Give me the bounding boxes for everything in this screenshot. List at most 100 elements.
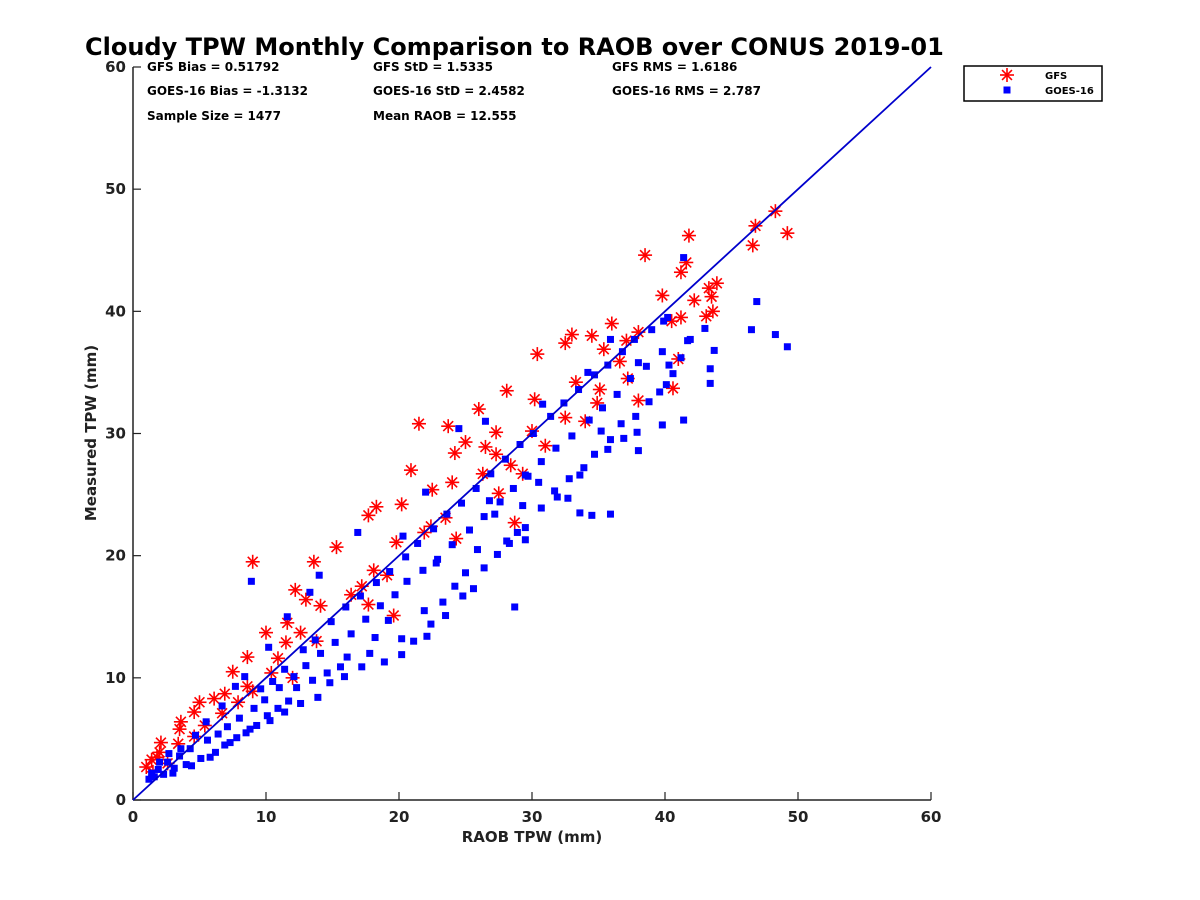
stat-goes-std: GOES-16 StD = 2.4582 (373, 84, 525, 98)
goes-16-point (160, 770, 168, 778)
gfs-point (596, 342, 611, 357)
goes-16-point (576, 509, 584, 517)
goes-16-point (680, 254, 688, 262)
goes-16-point (177, 745, 185, 753)
goes-16-point (323, 669, 331, 677)
gfs-point (270, 651, 285, 666)
goes-16-point (188, 762, 196, 770)
gfs-point (748, 218, 763, 233)
legend-box (963, 65, 1103, 102)
gfs-point (558, 410, 573, 425)
series-goes-16 (145, 254, 791, 783)
gfs-point (699, 309, 714, 324)
y-tick-label: 40 (105, 302, 126, 320)
goes-16-point (283, 613, 291, 621)
y-tick-label: 60 (105, 58, 126, 76)
one-to-one-line (132, 66, 932, 801)
goes-16-point (221, 741, 229, 749)
goes-16-point (156, 758, 164, 766)
gfs-point (655, 288, 670, 303)
goes-16-point (165, 750, 173, 758)
gfs-point (293, 625, 308, 640)
gfs-point (298, 592, 313, 607)
goes-16-point (247, 577, 255, 585)
goes-16-point (398, 635, 406, 643)
goes-16-point (451, 582, 459, 590)
goes-16-point (680, 416, 688, 424)
goes-16-point (170, 764, 178, 772)
goes-16-point (753, 298, 761, 306)
goes-16-point (386, 568, 394, 576)
gfs-point (217, 686, 232, 701)
chart-title: Cloudy TPW Monthly Comparison to RAOB ov… (85, 33, 944, 61)
goes-16-point (285, 697, 293, 705)
y-tick-label: 20 (105, 547, 126, 565)
goes-16-point (197, 754, 205, 762)
goes-16-point (290, 673, 298, 681)
goes-16-point (314, 693, 322, 701)
goes-16-point (275, 684, 283, 692)
goes-16-point (493, 550, 501, 558)
x-tick-label: 40 (655, 808, 676, 826)
goes-16-point (403, 577, 411, 585)
gfs-point (499, 383, 514, 398)
gfs-point (709, 276, 724, 291)
goes-16-point (439, 598, 447, 606)
goes-16-point (620, 434, 628, 442)
goes-16-point (432, 559, 440, 567)
gfs-point (780, 226, 795, 241)
goes-16-point (246, 725, 254, 733)
gfs-point (478, 439, 493, 454)
legend-goes-label: GOES-16 (1045, 86, 1094, 97)
gfs-point (313, 598, 328, 613)
stats-block: GFS Bias = 0.51792 GFS StD = 1.5335 GFS … (147, 60, 761, 123)
gfs-point (361, 508, 376, 523)
goes-16-point (656, 388, 664, 396)
goes-16-point (192, 731, 200, 739)
goes-16-point (524, 472, 532, 480)
goes-16-point (665, 361, 673, 369)
goes-16-point (427, 620, 435, 628)
goes-16-point (485, 497, 493, 505)
goes-16-point (372, 579, 380, 587)
goes-16-point (606, 510, 614, 518)
goes-16-point (331, 638, 339, 646)
goes-16-point (410, 637, 418, 645)
gfs-point (458, 435, 473, 450)
y-tick-label: 50 (105, 180, 126, 198)
goes-16-point (343, 653, 351, 661)
gfs-point (745, 238, 760, 253)
gfs-point (631, 393, 646, 408)
gfs-point (527, 392, 542, 407)
goes-16-point (356, 592, 364, 600)
goes-16-point (233, 734, 241, 742)
goes-16-point (148, 769, 156, 777)
reference-line-layer (132, 66, 932, 801)
gfs-point (329, 540, 344, 555)
legend-goes-square (1003, 86, 1011, 94)
goes-16-point (362, 615, 370, 623)
goes-16-point (257, 685, 265, 693)
goes-16-point (521, 536, 529, 544)
goes-16-point (588, 511, 596, 519)
goes-16-point (585, 416, 593, 424)
goes-16-point (211, 748, 219, 756)
stat-gfs-std: GFS StD = 1.5335 (373, 60, 493, 74)
goes-16-point (281, 708, 289, 716)
gfs-point (187, 705, 202, 720)
goes-16-point (263, 712, 271, 720)
gfs-point (207, 691, 222, 706)
goes-16-point (299, 646, 307, 654)
gfs-point (259, 625, 273, 640)
goes-16-point (448, 541, 456, 549)
gfs-point (192, 695, 207, 710)
goes-16-point (274, 704, 282, 712)
gfs-point (361, 597, 376, 612)
goes-16-point (604, 445, 612, 453)
goes-16-point (420, 607, 428, 615)
goes-16-point (302, 662, 310, 670)
goes-16-point (384, 616, 392, 624)
goes-16-point (597, 427, 605, 435)
x-tick-label: 60 (921, 808, 942, 826)
goes-16-point (442, 612, 450, 620)
